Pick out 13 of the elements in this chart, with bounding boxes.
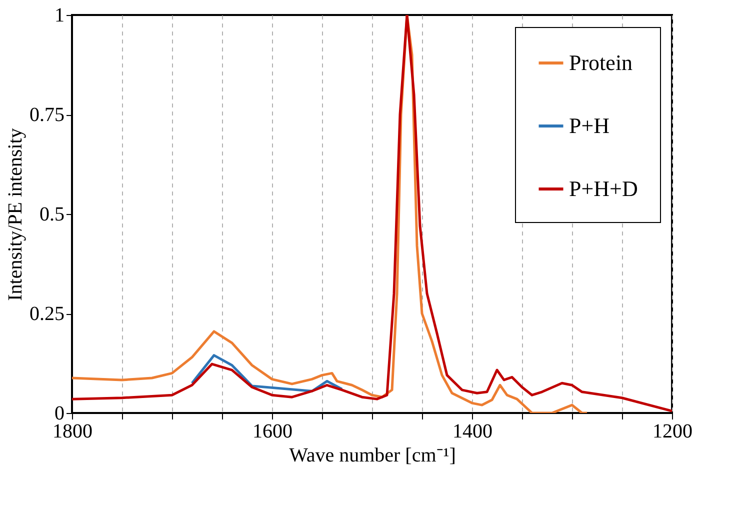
x-tick-label: 1200	[652, 420, 692, 442]
x-tick-label: 1400	[452, 420, 492, 442]
y-tick-label: 1	[54, 4, 64, 26]
y-axis-title: Intensity/PE intensity	[4, 128, 26, 301]
line-series	[190, 354, 344, 392]
y-tick-label: 0.75	[30, 104, 64, 126]
legend-label: P+H+D	[569, 176, 638, 201]
legend-label: Protein	[569, 50, 633, 75]
legend-label: P+H	[569, 113, 610, 138]
x-axis-title: Wave number [cm⁻¹]	[289, 444, 456, 466]
y-tick-label: 0.25	[30, 303, 64, 325]
x-tick-label: 1600	[252, 420, 292, 442]
y-tick-label: 0.5	[40, 204, 64, 226]
